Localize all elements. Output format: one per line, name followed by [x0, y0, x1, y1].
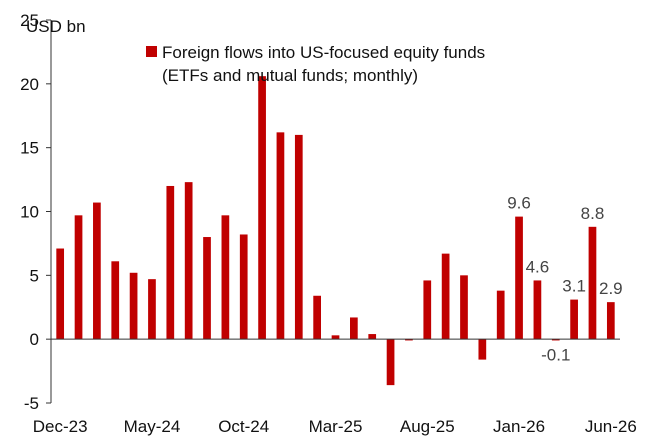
data-label-May-26: 8.8 — [581, 204, 605, 223]
bar-Jun-25 — [386, 339, 395, 386]
bar-Aug-24 — [203, 237, 211, 340]
y-tick-label: 20 — [20, 75, 39, 94]
x-tick-label: Mar-25 — [309, 417, 363, 436]
bar-Apr-25 — [350, 317, 358, 340]
bar-Sep-25 — [441, 253, 450, 340]
bar-Dec-23 — [56, 248, 65, 340]
bar-May-25 — [368, 334, 377, 340]
bar-Jan-24 — [74, 215, 83, 340]
x-tick-label: Oct-24 — [218, 417, 269, 436]
legend-swatch — [146, 46, 157, 57]
legend: Foreign flows into US-focused equity fun… — [146, 43, 485, 85]
x-tick-label: Dec-23 — [33, 417, 88, 436]
data-label-Jun-26: 2.9 — [599, 279, 623, 298]
data-labels: 9.6 4.6 -0.1 3.1 8.8 2.9 — [507, 194, 622, 365]
y-tick-label: -5 — [24, 394, 39, 413]
bar-Dec-24 — [276, 132, 285, 340]
y-axis-ticks: -5 0 5 10 15 20 25 — [20, 11, 51, 413]
bar-Apr-24 — [129, 272, 138, 340]
y-tick-label: 10 — [20, 203, 39, 222]
bar-May-24 — [148, 279, 156, 340]
y-tick-label: 5 — [30, 266, 39, 285]
bar-Sep-24 — [221, 215, 230, 340]
bar-Jun-26 — [606, 302, 615, 340]
bar-Oct-24 — [239, 234, 248, 340]
bar-Nov-25 — [478, 339, 487, 360]
bar-Dec-25 — [496, 290, 505, 340]
bar-Aug-25 — [423, 280, 432, 340]
x-tick-label: Jun-26 — [585, 417, 637, 436]
bar-Apr-26 — [570, 299, 578, 340]
y-tick-label: 25 — [20, 11, 39, 30]
data-label-Mar-26: -0.1 — [541, 345, 570, 364]
bar-Mar-26 — [551, 339, 560, 341]
legend-label-subtitle: (ETFs and mutual funds; monthly) — [162, 66, 418, 85]
bar-Oct-25 — [460, 275, 468, 340]
bar-Feb-24 — [93, 202, 101, 340]
legend-label: Foreign flows into US-focused equity fun… — [162, 43, 485, 62]
bar-Jul-25 — [405, 339, 413, 341]
x-tick-label: Aug-25 — [400, 417, 455, 436]
bar-Mar-24 — [111, 261, 120, 340]
bars — [56, 76, 615, 386]
bar-Jan-25 — [294, 134, 303, 340]
x-tick-label: May-24 — [124, 417, 181, 436]
bar-Jun-24 — [166, 185, 175, 340]
bar-Nov-24 — [258, 76, 266, 340]
y-axis-unit-label: USD bn — [26, 17, 86, 36]
y-tick-label: 15 — [20, 139, 39, 158]
y-tick-label: 0 — [30, 330, 39, 349]
bar-May-26 — [588, 226, 597, 340]
data-label-Jan-26: 9.6 — [507, 194, 531, 213]
data-label-Feb-26: 4.6 — [526, 257, 550, 276]
x-tick-label: Jan-26 — [493, 417, 545, 436]
bar-Mar-25 — [331, 335, 340, 340]
x-axis-ticks: Dec-23 May-24 Oct-24 Mar-25 Aug-25 Jan-26 Jun-… — [33, 417, 637, 436]
data-label-Apr-26: 3.1 — [562, 277, 586, 296]
bar-Jan-26 — [515, 216, 523, 340]
bar-Jul-24 — [184, 182, 193, 340]
bar-Feb-25 — [313, 295, 321, 340]
bar-Feb-26 — [533, 280, 542, 340]
